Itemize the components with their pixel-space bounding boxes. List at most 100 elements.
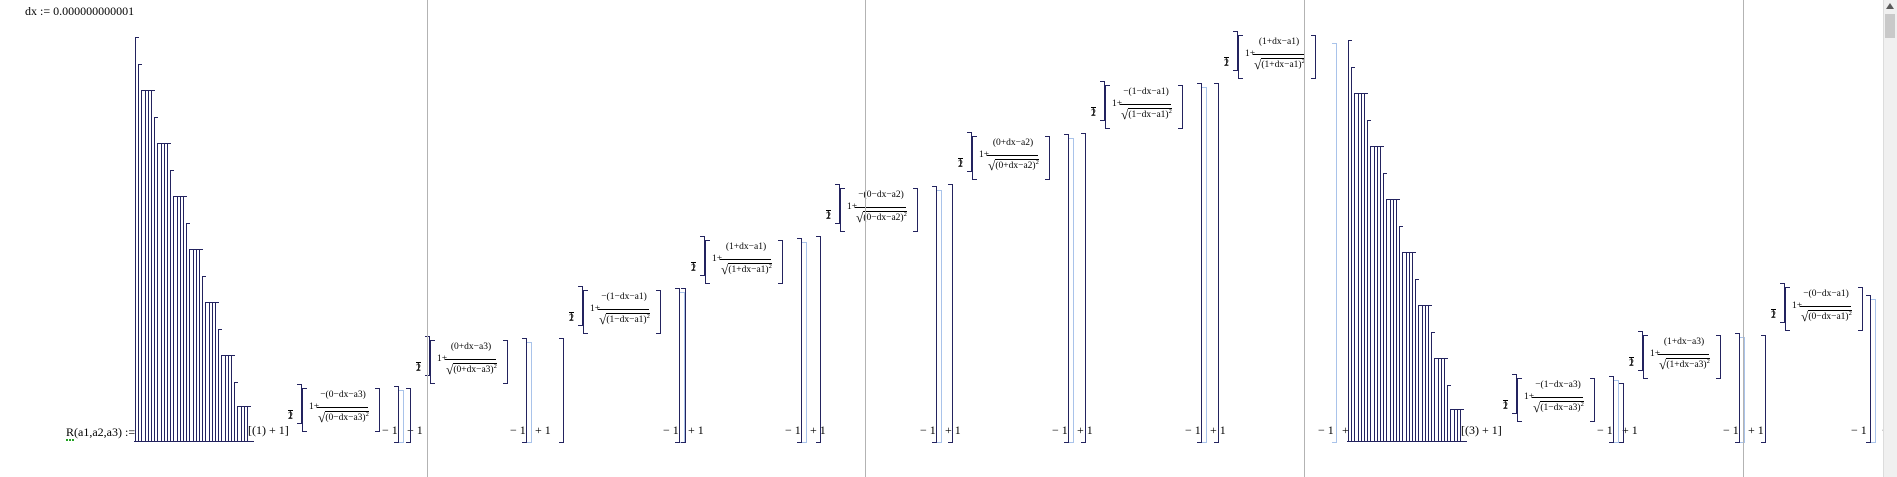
opening-bracket — [193, 249, 197, 442]
minus-one-text: − 1 — [1185, 423, 1201, 437]
opening-bracket — [247, 406, 251, 442]
plus-one-text: + 1 — [535, 423, 551, 437]
plus-one-text: + 1 — [1622, 423, 1638, 437]
half-numerator: 1 — [826, 210, 831, 221]
half-denominator: 2 — [826, 210, 831, 222]
opening-bracket — [157, 143, 161, 442]
squared-superscript: 2 — [1302, 58, 1305, 65]
denominator: √(1+dx−a1)2 — [720, 263, 773, 276]
closing-bracket — [1761, 335, 1766, 443]
opening-bracket — [1422, 305, 1426, 442]
closing-bracket — [778, 240, 783, 284]
closing-bracket — [1512, 374, 1517, 414]
squared-superscript: 2 — [365, 411, 369, 418]
closing-bracket — [1332, 43, 1337, 443]
opening-bracket — [244, 406, 248, 442]
closing-bracket — [797, 238, 802, 443]
closing-bracket — [913, 188, 918, 232]
fraction-bar — [1120, 104, 1171, 105]
opening-bracket — [1364, 93, 1368, 442]
sqrt-icon: √ — [1801, 309, 1809, 324]
radicand-text: (1+dx−a3)2 — [1666, 358, 1710, 370]
numerator-text: −(0−dx−a2) — [858, 190, 904, 200]
half-denominator: 2 — [1224, 57, 1229, 69]
opening-bracket — [1380, 146, 1384, 442]
closing-bracket — [1590, 378, 1595, 422]
closing-bracket — [559, 338, 564, 443]
closing-bracket — [1716, 335, 1721, 379]
scroll-up-icon[interactable] — [1886, 3, 1894, 9]
plus-one-text: + 1 — [1077, 423, 1093, 437]
radicand-text: (0−dx−a3)2 — [325, 411, 369, 423]
opening-bracket — [1396, 199, 1400, 442]
half-denominator: 2 — [1091, 107, 1096, 119]
closing-bracket — [1081, 133, 1086, 443]
power-term-block: 1+(1+dx−a1) √(1+dx−a1)2 — [705, 240, 783, 284]
opening-bracket — [164, 143, 168, 442]
closing-bracket — [1740, 337, 1745, 443]
closing-bracket — [394, 386, 399, 443]
plus-one-text: + 1 — [810, 423, 826, 437]
closing-bracket — [1638, 331, 1643, 371]
minus-one-text: − 1 — [920, 423, 936, 437]
opening-bracket — [177, 196, 181, 442]
sqrt-icon: √ — [1533, 400, 1541, 415]
opening-bracket — [1434, 358, 1438, 442]
opening-bracket — [1441, 358, 1445, 442]
radicand-text: (0+dx−a2)2 — [995, 159, 1039, 171]
opening-bracket — [705, 240, 710, 284]
closing-bracket — [835, 184, 840, 224]
opening-bracket — [135, 37, 139, 442]
closing-bracket — [675, 288, 680, 443]
plus-one-text: + 1 — [688, 423, 704, 437]
scrollbar-thumb[interactable] — [1885, 14, 1895, 38]
opening-bracket — [1428, 305, 1432, 442]
closing-bracket — [406, 388, 411, 443]
opening-bracket — [583, 290, 588, 334]
opening-bracket — [1444, 358, 1448, 442]
opening-bracket — [167, 143, 171, 442]
opening-bracket — [173, 196, 177, 442]
numerator-text: (1+dx−a3) — [1663, 337, 1705, 347]
opening-bracket — [1367, 120, 1371, 442]
numerator-text: (0+dx−a2) — [992, 138, 1034, 148]
closing-bracket — [656, 290, 661, 334]
vertical-scrollbar[interactable] — [1883, 0, 1897, 477]
squared-superscript: 2 — [646, 313, 650, 320]
fraction-bar — [1658, 354, 1709, 355]
opening-bracket — [1377, 146, 1381, 442]
half-numerator: 1 — [569, 312, 574, 323]
function-name: R — [66, 425, 75, 441]
half-numerator: 1 — [1091, 107, 1096, 118]
closing-bracket — [1069, 138, 1074, 443]
fraction-bar — [855, 207, 906, 208]
power-term-block: 1+ (0+dx−a2) √(0+dx−a2)2 — [972, 136, 1050, 180]
opening-bracket — [145, 90, 149, 442]
closing-bracket — [1214, 83, 1219, 443]
radicand-text: (0−dx−a1)2 — [1808, 310, 1852, 322]
closing-bracket — [802, 242, 807, 443]
opening-bracket — [1383, 173, 1387, 442]
page-break-line — [1304, 0, 1305, 477]
opening-bracket — [189, 249, 193, 442]
power-term-block: 1+ −(1−dx−a1) √(1−dx−a1)2 — [1105, 85, 1183, 129]
half-denominator: 2 — [691, 262, 696, 274]
half-numerator: 1 — [1224, 57, 1229, 68]
denominator: √(0−dx−a1)2 — [1800, 310, 1853, 323]
radicand-text: (1+dx−a1)2 — [728, 263, 772, 275]
numerator-text: −(1−dx−a1) — [1123, 87, 1169, 97]
dx-definition-region[interactable]: dx := 0.000000000001 — [25, 5, 134, 17]
opening-bracket — [241, 406, 245, 442]
closing-bracket — [948, 184, 953, 443]
minus-one-text: − 1 — [1597, 423, 1613, 437]
half-denominator: 2 — [569, 312, 574, 324]
opening-bracket — [1358, 93, 1362, 442]
half-numerator: 1 — [1771, 309, 1776, 320]
sqrt-icon: √ — [318, 410, 326, 425]
closing-bracket — [1866, 295, 1871, 443]
opening-bracket — [1402, 252, 1406, 442]
closing-bracket — [1100, 81, 1105, 121]
opening-bracket — [1454, 409, 1458, 442]
sqrt-icon: √ — [721, 262, 729, 277]
opening-bracket — [1415, 279, 1419, 442]
